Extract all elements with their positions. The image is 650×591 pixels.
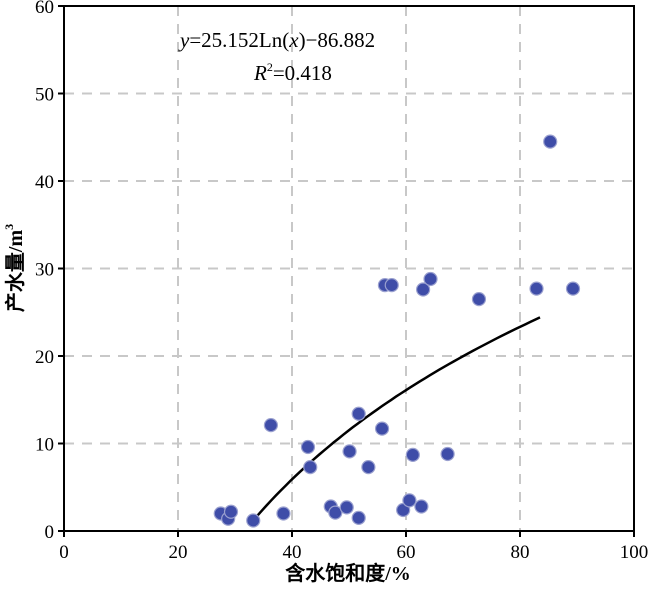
data-point [361,460,376,475]
data-point [328,505,343,520]
data-point [529,281,544,296]
data-point [565,281,581,296]
r-squared: R2=0.418 [253,60,332,85]
data-point [339,500,354,515]
fit-equation: y=25.152Ln(x)−86.882 [178,28,375,52]
data-point [351,406,366,421]
y-tick-label: 0 [45,522,55,543]
data-point [384,278,399,293]
y-tick-label: 10 [35,435,54,456]
x-tick-label: 100 [620,542,649,563]
y-tick-label: 60 [35,0,54,18]
x-tick-label: 60 [397,542,416,563]
data-point [440,446,455,462]
x-tick-label: 40 [283,542,302,563]
y-tick-label: 30 [35,260,54,281]
data-point [263,418,279,433]
data-point [423,271,438,287]
data-point [300,439,316,455]
fit-curve [251,316,541,523]
data-points [213,134,581,528]
x-tick-label: 80 [511,542,530,563]
x-axis-title: 含水饱和度/% [285,561,411,585]
data-point [416,282,431,297]
grid [64,6,634,531]
x-tick-label: 20 [169,542,188,563]
data-point [543,134,558,149]
y-axis-title: 产水量/m3 [2,224,27,312]
y-tick-label: 50 [35,85,54,106]
data-point [246,513,261,528]
data-point [342,444,357,459]
data-point [303,460,318,475]
y-tick-label: 20 [35,347,54,368]
x-tick-label: 0 [59,542,69,563]
data-point [414,499,429,514]
data-point [402,493,417,508]
y-tick-label: 40 [35,172,54,193]
data-point [223,504,239,519]
data-point [374,421,390,436]
data-point [351,510,366,525]
fit-curve-group [251,316,541,523]
axis-ticks: 0 20 40 60 80 100 0 10 20 30 40 50 60 [35,0,648,563]
data-point [276,506,291,521]
data-point [471,292,487,307]
data-point [405,447,420,462]
